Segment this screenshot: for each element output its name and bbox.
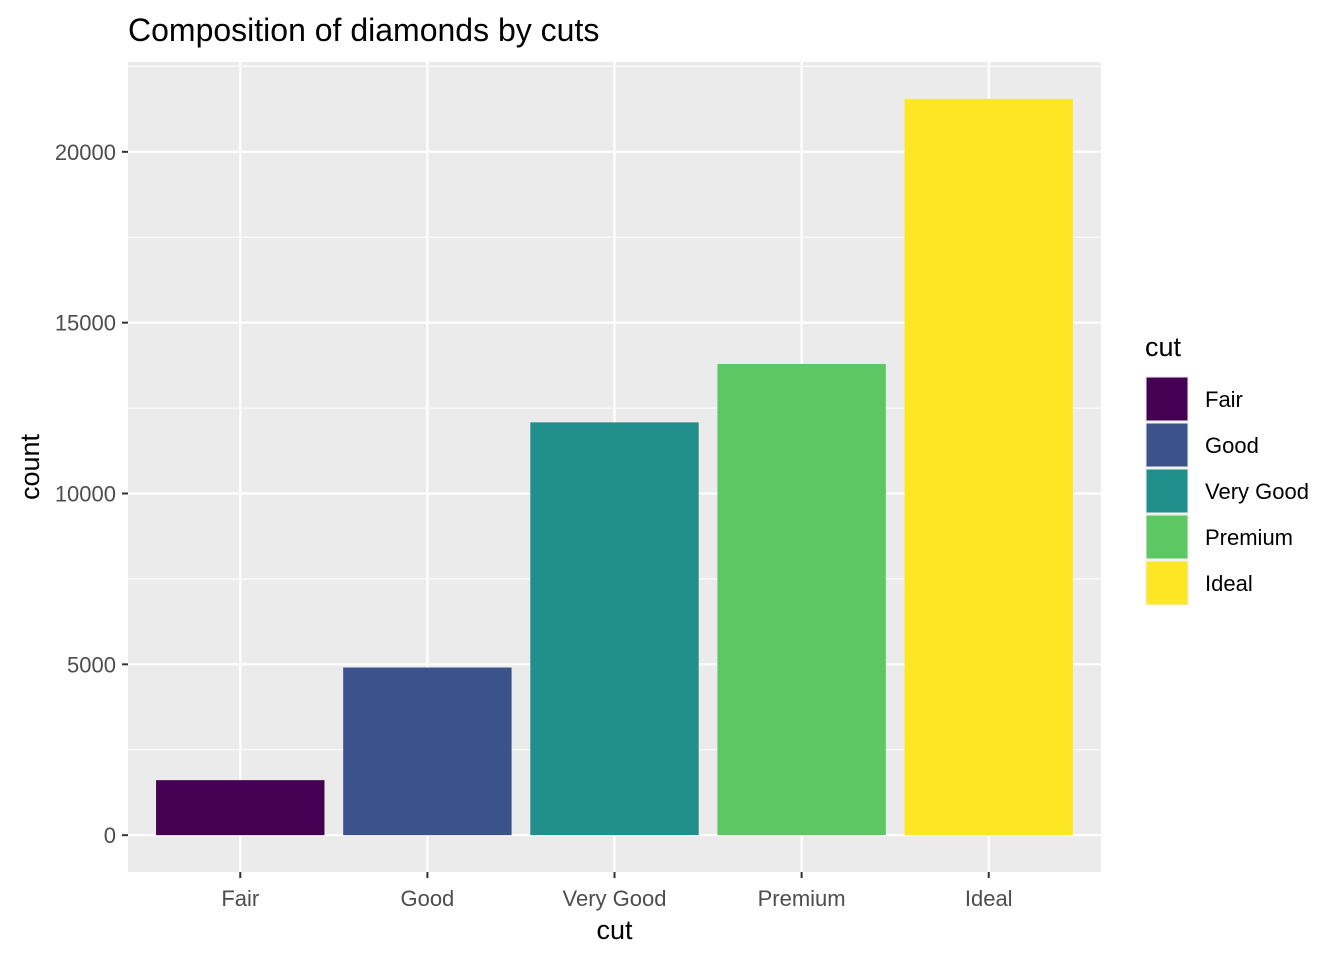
legend: cut Fair Good Very Good Premium Ideal (1145, 332, 1309, 606)
x-tick-label: Very Good (563, 886, 667, 911)
legend-swatch (1146, 423, 1188, 467)
bar-premium (717, 363, 886, 836)
bars (156, 98, 1073, 836)
x-tick-label: Fair (221, 886, 259, 911)
legend-swatch (1146, 515, 1188, 559)
bar-ideal (904, 98, 1073, 836)
bar-very-good (530, 422, 699, 836)
legend-title: cut (1145, 332, 1182, 362)
x-tick-label: Good (400, 886, 454, 911)
legend-label: Ideal (1205, 571, 1253, 596)
bar-good (343, 667, 512, 836)
legend-swatch (1146, 561, 1188, 605)
legend-label: Very Good (1205, 479, 1309, 504)
x-tick-label: Premium (758, 886, 846, 911)
chart-title: Composition of diamonds by cuts (128, 12, 599, 48)
y-tick-label: 10000 (55, 481, 116, 506)
y-axis-title: count (15, 433, 45, 500)
x-axis: Fair Good Very Good Premium Ideal (221, 872, 1013, 911)
legend-swatch (1146, 377, 1188, 421)
legend-label: Good (1205, 433, 1259, 458)
x-tick-label: Ideal (965, 886, 1013, 911)
legend-label: Fair (1205, 387, 1243, 412)
y-tick-label: 0 (104, 823, 116, 848)
y-axis: 0 5000 10000 15000 20000 (55, 140, 128, 848)
y-tick-label: 15000 (55, 311, 116, 336)
bar-fair (156, 780, 325, 836)
x-axis-title: cut (596, 915, 633, 945)
y-tick-label: 20000 (55, 140, 116, 165)
y-tick-label: 5000 (67, 652, 116, 677)
legend-label: Premium (1205, 525, 1293, 550)
legend-swatch (1146, 469, 1188, 513)
